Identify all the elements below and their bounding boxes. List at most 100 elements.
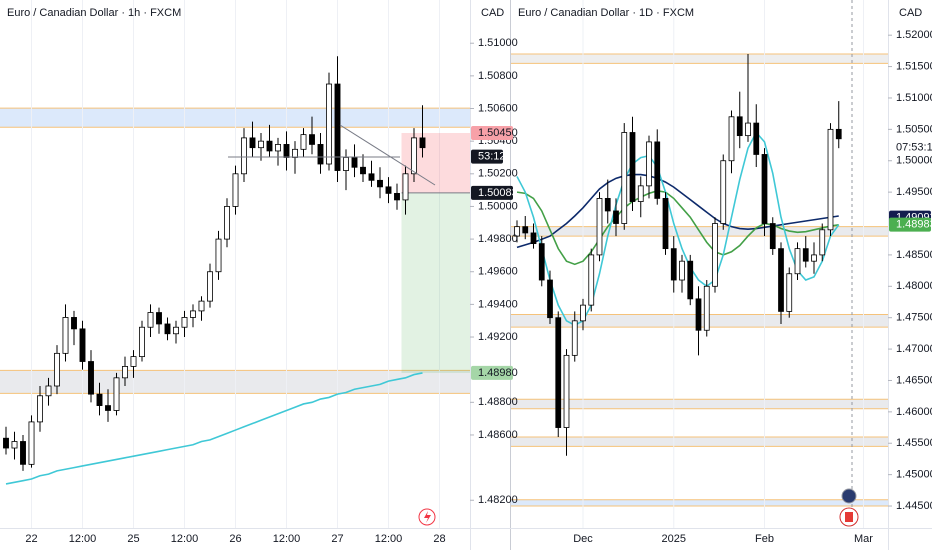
- candle-body: [3, 437, 9, 449]
- candle-body: [819, 229, 826, 256]
- candle-body: [190, 310, 196, 318]
- trend-line: [339, 124, 436, 186]
- moving-average: [516, 131, 840, 327]
- y-tick-label: 1.45500: [896, 437, 932, 449]
- chart-title: Euro / Canadian Dollar · 1h · FXCM: [7, 7, 181, 19]
- candle-body: [62, 317, 69, 354]
- x-tick-label: Feb: [755, 533, 774, 545]
- x-tick-label: 2025: [662, 533, 686, 545]
- candle-body: [402, 173, 409, 201]
- x-tick-label: 22: [25, 533, 37, 545]
- y-tick-label: 1.48800: [478, 396, 518, 408]
- candle-body: [629, 132, 636, 202]
- y-tick-label: 1.48000: [896, 280, 932, 292]
- y-tick-label: 1.44500: [896, 500, 932, 512]
- candle-body: [753, 122, 760, 155]
- candle-body: [11, 441, 18, 449]
- candle-body: [794, 248, 801, 275]
- candle-body: [88, 361, 94, 395]
- candle-body: [283, 144, 290, 158]
- candle-body: [139, 326, 145, 358]
- candle-body: [811, 254, 817, 262]
- x-tick-label: 28: [433, 533, 445, 545]
- candle-body: [54, 352, 60, 387]
- candle-body: [547, 279, 553, 319]
- y-tick-label: 1.50000: [896, 155, 932, 167]
- y-tick-label: 1.48500: [896, 249, 932, 261]
- candle-body: [147, 312, 154, 328]
- x-tick-label: 12:00: [69, 533, 97, 545]
- x-tick-label: 12:00: [375, 533, 403, 545]
- flag-icon[interactable]: [841, 488, 857, 504]
- candle-body: [156, 312, 162, 325]
- y-tick-label: 1.46000: [896, 406, 932, 418]
- candle-body: [654, 141, 661, 199]
- candle-body: [224, 206, 230, 240]
- y-tick-label: 1.45000: [896, 469, 932, 481]
- y-tick-label: 1.52000: [896, 29, 932, 41]
- plot-area: [0, 0, 470, 528]
- y-tick-label: 1.49200: [478, 331, 518, 343]
- candle-body: [394, 192, 400, 201]
- y-tick-label: 1.50500: [896, 123, 932, 135]
- candle-body: [334, 83, 341, 171]
- price-badge-label: 1.48983: [896, 218, 932, 230]
- candle-body: [769, 223, 776, 250]
- countdown-badge: [471, 149, 503, 164]
- event-icon-bolt: [424, 511, 431, 523]
- candle-body: [687, 260, 694, 300]
- candle-body: [538, 243, 545, 281]
- candle-body: [802, 248, 809, 262]
- candle-body: [79, 328, 86, 362]
- candle-body: [122, 366, 128, 379]
- candle-body: [343, 157, 349, 171]
- y-tick-label: 1.49400: [478, 298, 518, 310]
- candle-body: [555, 317, 562, 428]
- candle-body: [96, 393, 103, 406]
- candle-body: [761, 154, 768, 224]
- candle-body: [522, 226, 529, 234]
- candle-body: [258, 140, 264, 149]
- candle-body: [241, 137, 247, 175]
- candle-body: [249, 137, 256, 149]
- candle-body: [827, 128, 834, 231]
- zone: [511, 399, 888, 409]
- price-badge-label: 1.50450: [478, 127, 518, 139]
- candle-body: [695, 298, 702, 331]
- candle-body: [181, 317, 188, 328]
- price-badge: [889, 217, 931, 232]
- zone: [511, 54, 888, 64]
- candle-body: [300, 134, 307, 150]
- candle-body: [28, 421, 35, 465]
- price-badge-label: 1.48980: [478, 367, 518, 379]
- candle-body: [385, 186, 392, 194]
- candle-body: [563, 354, 570, 428]
- candle-body: [637, 185, 644, 202]
- y-tick-label: 1.51000: [478, 37, 518, 49]
- flag-icon-inner: [845, 512, 853, 522]
- candle-body: [351, 157, 358, 168]
- y-tick-label: 1.50000: [478, 200, 518, 212]
- candle-body: [164, 323, 171, 335]
- candle-body: [368, 173, 375, 181]
- candle-body: [71, 317, 77, 330]
- candle-body: [45, 385, 52, 397]
- candle-body: [712, 223, 718, 287]
- candle-body: [309, 134, 315, 145]
- axis-label: CAD: [481, 7, 504, 19]
- candle-body: [736, 116, 743, 137]
- moving-average: [5, 372, 423, 485]
- candle-body: [786, 273, 793, 312]
- candle-body: [514, 226, 520, 237]
- candle-body: [571, 320, 578, 356]
- y-tick-label: 1.51000: [896, 92, 932, 104]
- candle-body: [419, 137, 426, 149]
- candle-body: [20, 441, 26, 465]
- x-tick-label: 12:00: [171, 533, 199, 545]
- axis-label: CAD: [899, 7, 922, 19]
- candle-body: [113, 377, 120, 411]
- candle-body: [596, 198, 603, 256]
- candle-body: [360, 166, 366, 175]
